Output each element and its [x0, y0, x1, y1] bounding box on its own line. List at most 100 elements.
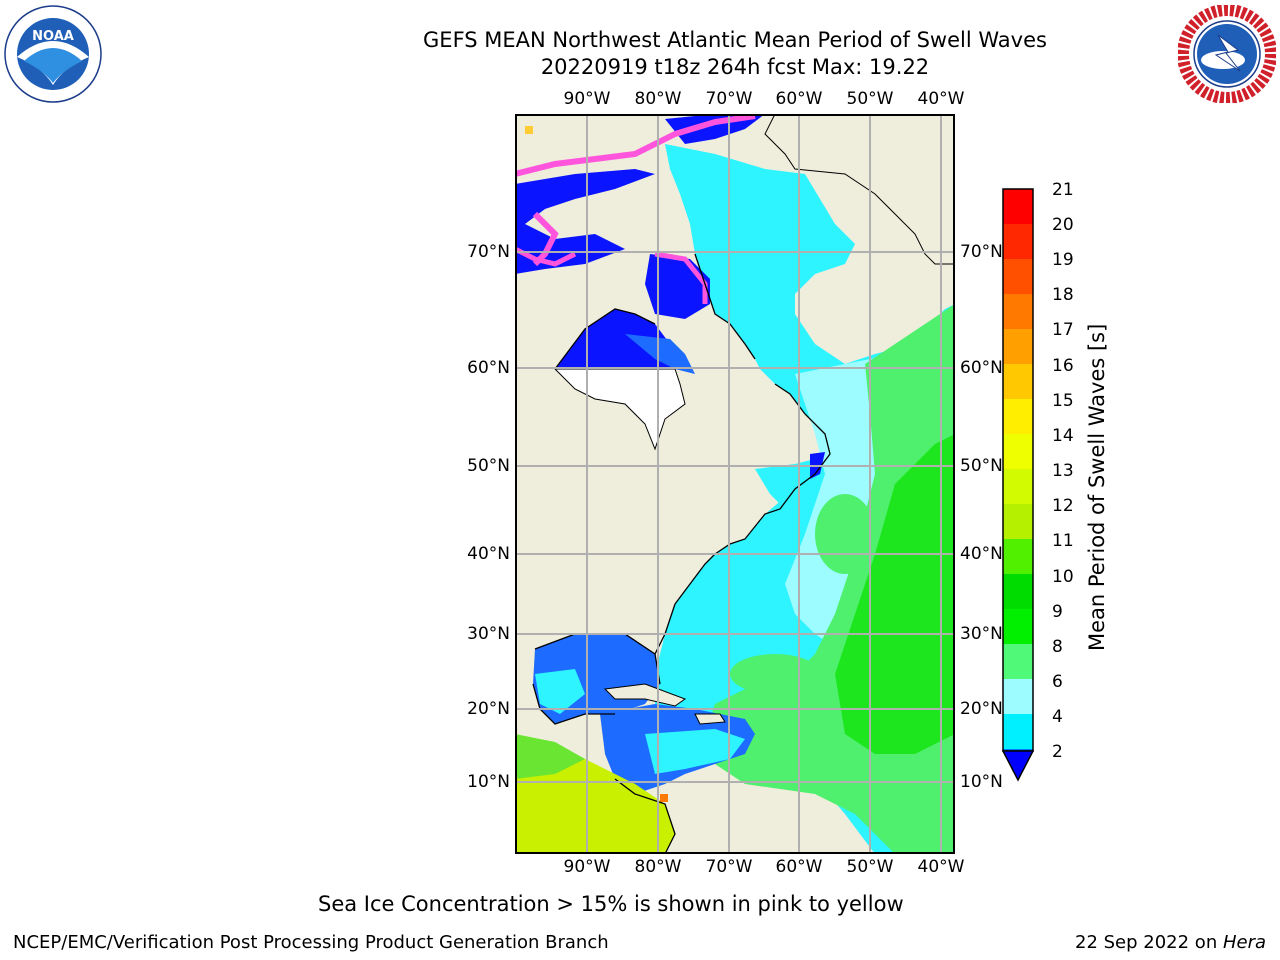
nws-logo — [1177, 4, 1277, 104]
colorbar-tick: 12 — [1052, 496, 1074, 516]
colorbar-segment — [1003, 679, 1033, 714]
lon-tick-top-70w: 70°W — [705, 89, 753, 109]
lat-tick-left-20n: 20°N — [467, 699, 510, 719]
colorbar-segment — [1003, 539, 1033, 574]
lon-tick-bottom-60w: 60°W — [775, 857, 823, 877]
colorbar-segment — [1003, 574, 1033, 609]
colorbar-segment — [1003, 329, 1033, 364]
lat-tick-left-30n: 30°N — [467, 624, 510, 644]
colorbar-tick: 21 — [1052, 180, 1074, 200]
colorbar-tick: 11 — [1052, 531, 1074, 551]
map-frame — [515, 114, 955, 854]
sea-ice-edge — [654, 251, 708, 304]
max-swell-spot — [660, 794, 668, 802]
lon-tick-bottom-70w: 70°W — [705, 857, 753, 877]
colorbar-segment — [1003, 644, 1033, 679]
lat-tick-right-10n: 10°N — [960, 772, 1003, 792]
colorbar-segment — [1003, 364, 1033, 399]
map-subtitle: 20220919 t18z 264h fcst Max: 19.22 — [540, 55, 930, 79]
map-title: GEFS MEAN Northwest Atlantic Mean Period… — [423, 28, 1047, 52]
sea-ice-edge — [515, 114, 756, 177]
colorbar-tick: 13 — [1052, 461, 1074, 481]
colorbar-tick: 6 — [1052, 672, 1063, 692]
cuba-island — [603, 683, 687, 707]
lon-tick-top-60w: 60°W — [775, 89, 823, 109]
ocean-green-core — [835, 434, 955, 754]
footer-date-text: 22 Sep 2022 on — [1075, 932, 1223, 953]
hispaniola-island — [694, 713, 726, 725]
colorbar-tick: 16 — [1052, 356, 1074, 376]
sea-ice-edge — [515, 246, 577, 267]
footer-date: 22 Sep 2022 on Hera — [1075, 932, 1266, 954]
colorbar-tick: 15 — [1052, 391, 1074, 411]
colorbar-segment — [1003, 399, 1033, 434]
colorbar-extend-arrow — [1001, 750, 1035, 782]
colorbar-segment — [1003, 294, 1033, 329]
colorbar-tick: 19 — [1052, 250, 1074, 270]
lat-tick-left-60n: 60°N — [467, 358, 510, 378]
coastline — [694, 253, 756, 360]
tropical-green — [515, 734, 585, 779]
footer-branch: NCEP/EMC/Verification Post Processing Pr… — [13, 932, 609, 953]
sea-ice-caption: Sea Ice Concentration > 15% is shown in … — [318, 892, 904, 916]
colorbar-tick: 10 — [1052, 567, 1074, 587]
lat-tick-right-30n: 30°N — [960, 624, 1003, 644]
graticule — [515, 114, 955, 854]
colorbar-tick: 8 — [1052, 637, 1063, 657]
hudson-bay-shallow — [625, 334, 695, 374]
colorbar-tick: 20 — [1052, 215, 1074, 235]
colorbar-label: Mean Period of Swell Waves [s] — [1085, 323, 1109, 651]
colorbar-segment — [1003, 504, 1033, 539]
colorbar-segment — [1003, 434, 1033, 469]
colorbar-svg — [1001, 188, 1035, 782]
lon-tick-top-50w: 50°W — [846, 89, 894, 109]
lat-tick-left-40n: 40°N — [467, 544, 510, 564]
lon-tick-top-40w: 40°W — [917, 89, 965, 109]
colorbar-tick: 14 — [1052, 426, 1074, 446]
gulf-of-mexico-shallow — [535, 669, 585, 714]
noaa-logo: NOAA — [4, 5, 102, 103]
lat-tick-left-50n: 50°N — [467, 456, 510, 476]
colorbar-tick: 18 — [1052, 285, 1074, 305]
lon-tick-top-80w: 80°W — [634, 89, 682, 109]
colorbar-segment — [1003, 609, 1033, 644]
lon-tick-top-90w: 90°W — [563, 89, 611, 109]
coastline — [714, 383, 831, 555]
map-panel — [515, 114, 955, 854]
footer-host: Hera — [1222, 932, 1266, 953]
coastline — [532, 683, 615, 725]
colorbar-tick: 4 — [1052, 707, 1063, 727]
caribbean-shallow — [645, 729, 745, 774]
coastline — [674, 553, 716, 605]
colorbar-segment — [1003, 189, 1033, 224]
lon-tick-bottom-40w: 40°W — [917, 857, 965, 877]
colorbar-segment — [1003, 469, 1033, 504]
ocean-green-patch — [730, 654, 820, 694]
colorbar-tick: 2 — [1052, 742, 1063, 762]
lat-tick-right-60n: 60°N — [960, 358, 1003, 378]
ocean-green-patch — [815, 494, 875, 574]
lat-tick-left-70n: 70°N — [467, 242, 510, 262]
colorbar — [1001, 188, 1035, 782]
noaa-logo-text: NOAA — [32, 29, 74, 44]
lat-tick-left-10n: 10°N — [467, 772, 510, 792]
lat-tick-right-40n: 40°N — [960, 544, 1003, 564]
lon-tick-bottom-80w: 80°W — [634, 857, 682, 877]
lon-tick-bottom-90w: 90°W — [563, 857, 611, 877]
coastline — [614, 778, 676, 854]
map-svg — [515, 114, 955, 854]
greenland — [764, 114, 955, 265]
sea-ice-yellow — [525, 126, 533, 134]
colorbar-segment — [1003, 224, 1033, 259]
lat-tick-right-20n: 20°N — [960, 699, 1003, 719]
lon-tick-bottom-50w: 50°W — [846, 857, 894, 877]
colorbar-segment — [1003, 714, 1033, 749]
coastline — [554, 308, 656, 370]
arctic-north — [665, 114, 765, 144]
colorbar-tick: 9 — [1052, 602, 1063, 622]
lat-tick-right-70n: 70°N — [960, 242, 1003, 262]
colorbar-segment — [1003, 749, 1033, 751]
colorbar-tick: 17 — [1052, 320, 1074, 340]
colorbar-segment — [1003, 259, 1033, 294]
hudson-bay — [555, 309, 675, 369]
